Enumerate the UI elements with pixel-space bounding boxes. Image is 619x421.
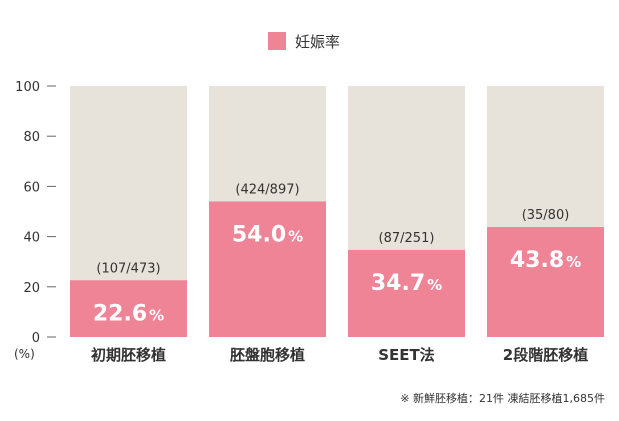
- x-category-label: 2段階胚移植: [503, 346, 588, 364]
- y-tick-label: 0: [32, 331, 40, 346]
- y-tick-label: 100: [15, 80, 40, 95]
- footnote: ※ 新鮮胚移植：21件 凍結胚移植1,685件: [400, 391, 605, 405]
- y-tick-label: 20: [23, 281, 40, 296]
- bar-count-label: (87/251): [379, 231, 435, 246]
- bar-count-label: (35/80): [522, 208, 570, 223]
- y-unit-label: (%): [14, 347, 35, 361]
- bar: [487, 227, 604, 337]
- x-category-label: SEET法: [378, 346, 435, 364]
- bar: [348, 249, 465, 337]
- x-category-label: 胚盤胞移植: [230, 346, 305, 364]
- legend: 妊娠率: [268, 32, 340, 51]
- bar-value-label: 34.7%: [371, 271, 442, 296]
- bars: (107/473) 22.6 % 初期胚移植 (424/897) 54.0 % 胚盤胞移植 (8…: [70, 86, 604, 364]
- bar-value-label: 54.0%: [232, 222, 303, 247]
- x-category-label: 初期胚移植: [91, 346, 166, 364]
- legend-swatch: [268, 32, 286, 50]
- bar: [70, 280, 187, 337]
- bar: [209, 201, 326, 337]
- bar-count-label: (424/897): [235, 182, 299, 197]
- y-tick-label: 80: [23, 130, 40, 145]
- y-tick-label: 40: [23, 231, 40, 246]
- bar-value-label: 43.8%: [510, 248, 581, 273]
- bar-value-label: 22.6%: [93, 301, 164, 326]
- y-tick-label: 60: [23, 180, 40, 195]
- y-axis: 0 20 40 60 80 100: [15, 80, 56, 346]
- bar-count-label: (107/473): [96, 261, 160, 276]
- legend-label: 妊娠率: [295, 33, 340, 51]
